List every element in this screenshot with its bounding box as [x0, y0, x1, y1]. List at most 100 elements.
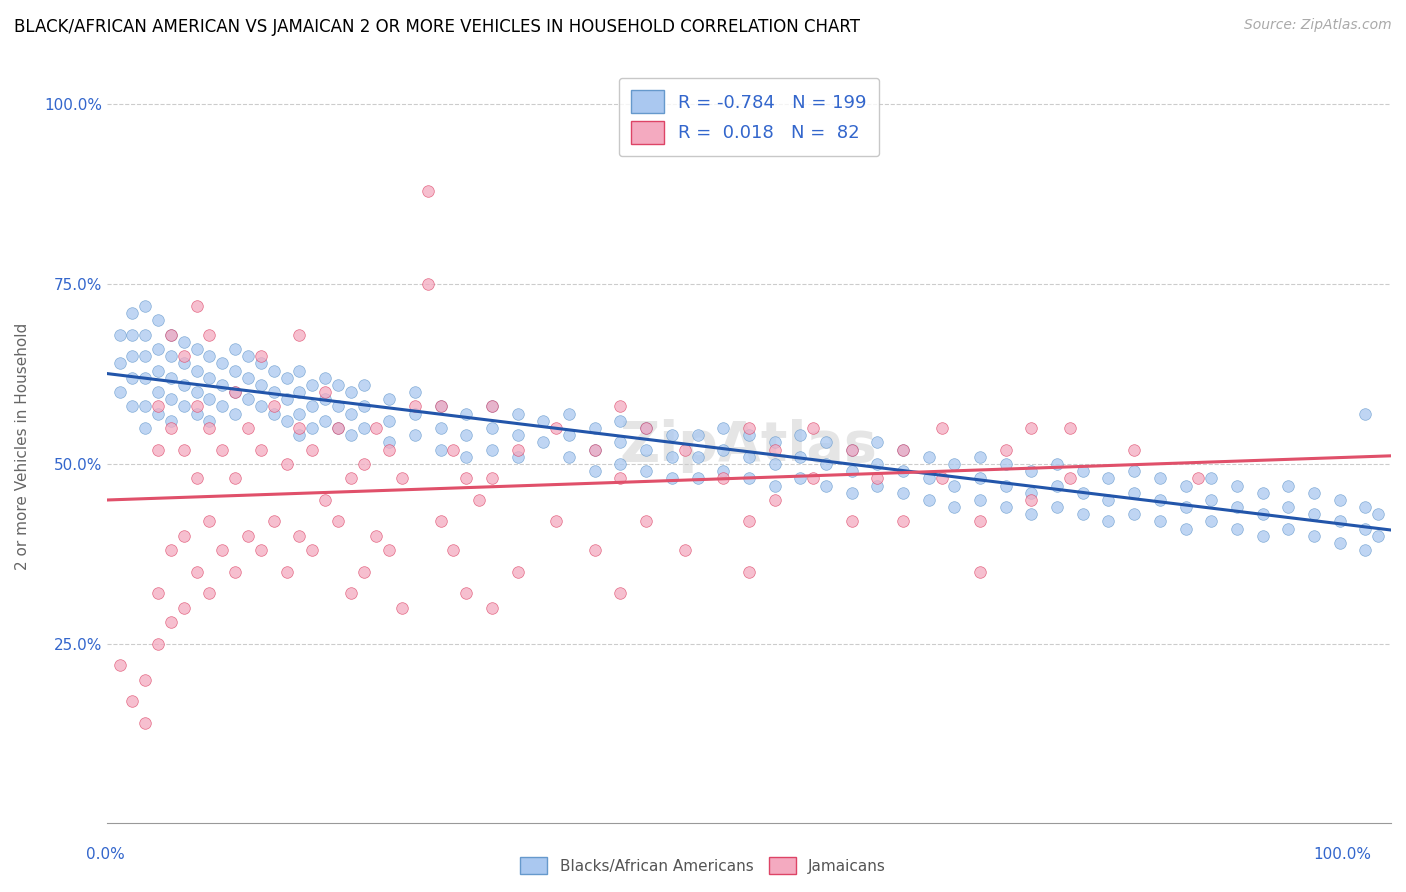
Point — [969, 471, 991, 485]
Point — [1123, 464, 1146, 478]
Point — [160, 414, 183, 428]
Point — [416, 277, 439, 292]
Point — [711, 421, 734, 435]
Point — [546, 515, 568, 529]
Point — [288, 529, 311, 543]
Point — [686, 471, 709, 485]
Point — [146, 385, 169, 400]
Point — [866, 471, 889, 485]
Point — [1123, 485, 1146, 500]
Point — [1071, 508, 1094, 522]
Point — [301, 400, 323, 414]
Point — [738, 471, 761, 485]
Point — [121, 400, 143, 414]
Point — [1046, 478, 1069, 492]
Point — [211, 543, 233, 558]
Point — [236, 421, 259, 435]
Point — [943, 457, 966, 471]
Point — [1149, 515, 1171, 529]
Point — [506, 428, 529, 442]
Point — [250, 377, 273, 392]
Point — [108, 327, 131, 342]
Point — [1226, 500, 1249, 515]
Point — [146, 442, 169, 457]
Point — [506, 450, 529, 464]
Point — [339, 471, 361, 485]
Point — [1071, 464, 1094, 478]
Point — [789, 450, 811, 464]
Point — [1277, 478, 1299, 492]
Point — [236, 529, 259, 543]
Point — [314, 385, 336, 400]
Point — [763, 435, 786, 450]
Point — [636, 515, 658, 529]
Point — [288, 363, 311, 377]
Point — [789, 428, 811, 442]
Point — [134, 299, 156, 313]
Point — [481, 600, 503, 615]
Point — [661, 450, 683, 464]
Point — [814, 457, 837, 471]
Point — [583, 464, 606, 478]
Point — [134, 370, 156, 384]
Point — [224, 471, 246, 485]
Point — [686, 450, 709, 464]
Point — [314, 492, 336, 507]
Point — [546, 421, 568, 435]
Point — [609, 586, 631, 600]
Point — [1021, 464, 1043, 478]
Point — [931, 421, 953, 435]
Point — [146, 342, 169, 356]
Point — [429, 442, 451, 457]
Point — [198, 327, 221, 342]
Point — [288, 421, 311, 435]
Point — [1277, 500, 1299, 515]
Point — [224, 342, 246, 356]
Point — [173, 529, 195, 543]
Point — [121, 370, 143, 384]
Point — [673, 543, 696, 558]
Point — [583, 442, 606, 457]
Point — [1046, 500, 1069, 515]
Point — [891, 464, 914, 478]
Point — [609, 435, 631, 450]
Point — [481, 471, 503, 485]
Point — [1329, 536, 1351, 550]
Point — [236, 349, 259, 363]
Point — [1329, 515, 1351, 529]
Point — [738, 565, 761, 579]
Point — [276, 565, 298, 579]
Point — [339, 586, 361, 600]
Point — [314, 370, 336, 384]
Point — [456, 450, 478, 464]
Point — [763, 492, 786, 507]
Text: BLACK/AFRICAN AMERICAN VS JAMAICAN 2 OR MORE VEHICLES IN HOUSEHOLD CORRELATION C: BLACK/AFRICAN AMERICAN VS JAMAICAN 2 OR … — [14, 18, 860, 36]
Point — [429, 400, 451, 414]
Point — [801, 471, 824, 485]
Point — [211, 400, 233, 414]
Point — [160, 327, 183, 342]
Point — [186, 400, 208, 414]
Point — [943, 500, 966, 515]
Text: 0.0%: 0.0% — [86, 847, 125, 862]
Point — [378, 442, 401, 457]
Point — [173, 334, 195, 349]
Point — [134, 349, 156, 363]
Point — [160, 392, 183, 407]
Point — [891, 442, 914, 457]
Point — [146, 586, 169, 600]
Point — [994, 442, 1017, 457]
Point — [1367, 508, 1389, 522]
Point — [160, 349, 183, 363]
Point — [673, 442, 696, 457]
Point — [198, 349, 221, 363]
Point — [583, 543, 606, 558]
Point — [146, 407, 169, 421]
Point — [1174, 522, 1197, 536]
Point — [121, 349, 143, 363]
Point — [738, 515, 761, 529]
Point — [1071, 485, 1094, 500]
Legend: R = -0.784   N = 199, R =  0.018   N =  82: R = -0.784 N = 199, R = 0.018 N = 82 — [619, 78, 879, 156]
Point — [301, 421, 323, 435]
Point — [134, 400, 156, 414]
